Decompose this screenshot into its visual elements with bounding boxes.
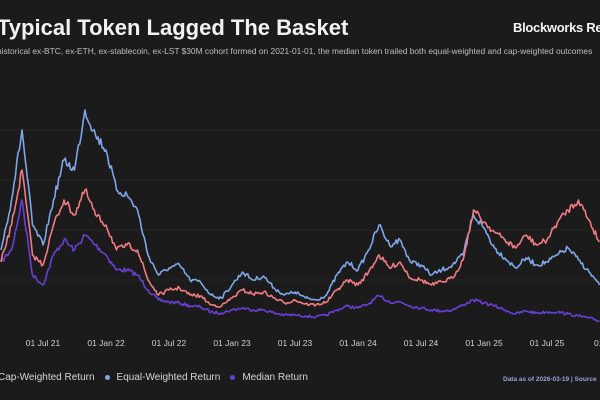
x-tick-label: 01 [594,338,600,348]
series-line-median-return [0,199,600,323]
x-tick-label: 01 Jul 23 [278,338,313,348]
chart-subtitle: historical ex-BTC, ex-ETH, ex-stablecoin… [0,46,593,56]
x-tick-label: 01 Jul 21 [26,338,61,348]
x-tick-label: 01 Jan 22 [87,338,125,348]
legend-item-equal-weighted[interactable]: Equal-Weighted Return [104,372,221,383]
series-lines [0,109,600,323]
x-tick-label: 01 Jan 23 [213,338,251,348]
gridlines [0,129,600,281]
legend-item-median[interactable]: Median Return [230,372,308,383]
chart-title: Typical Token Lagged The Basket [0,15,349,40]
legend: Cap-Weighted Return Equal-Weighted Retur… [0,372,318,383]
x-tick-label: 01 Jul 25 [530,338,565,348]
brand-logo: Blockworks Res [513,20,600,35]
x-axis-ticks: 01 Jul 21 01 Jan 22 01 Jul 22 01 Jan 23 01 J… [26,338,600,348]
x-tick-label: 01 Jan 24 [339,338,377,348]
series-line-cap-weighted-return [0,169,600,309]
footer-note: Data as of 2026-03-19 | Source [503,376,597,383]
x-tick-label: 01 Jul 24 [404,338,439,348]
legend-dot-icon [104,375,110,380]
legend-dot-icon [230,375,236,380]
series-line-equal-weighted-return [0,109,600,301]
legend-label: Cap-Weighted Return [0,372,95,383]
x-tick-label: 01 Jan 25 [465,338,503,348]
x-tick-label: 01 Jul 22 [152,338,187,348]
legend-item-cap-weighted[interactable]: Cap-Weighted Return [0,372,95,383]
legend-label: Median Return [242,372,308,383]
legend-label: Equal-Weighted Return [116,372,221,383]
